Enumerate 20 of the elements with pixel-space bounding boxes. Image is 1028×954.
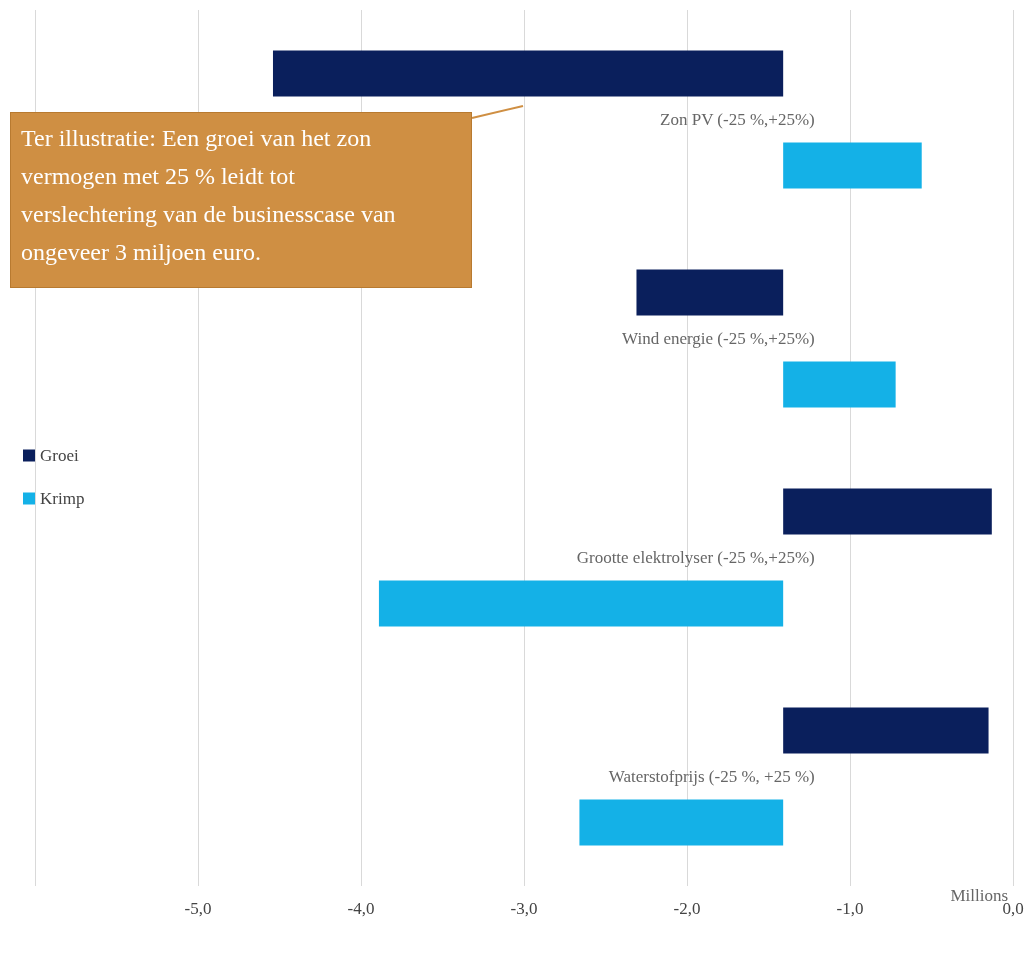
annotation: Ter illustratie: Een groei van het zon vermogen met 25 % leidt tot verslechtering van de businesscase van ongeveer 3 miljoen euro.: [10, 112, 472, 288]
legend-label: Groei: [40, 446, 79, 465]
y-tick-label: Waterstofprijs (-25 %, +25 %): [608, 767, 815, 786]
bar: [636, 269, 784, 316]
bar: [783, 361, 896, 408]
bar: [783, 142, 922, 189]
bar: [579, 799, 784, 846]
y-tick-label: Zon PV (-25 %,+25%): [660, 110, 815, 129]
y-tick-label: Wind energie (-25 %,+25%): [622, 329, 815, 348]
bar: [272, 50, 784, 97]
x-tick-label: -1,0: [836, 899, 864, 918]
bar: [378, 580, 784, 627]
x-tick-label: -3,0: [510, 899, 538, 918]
x-tick-label: -4,0: [347, 899, 375, 918]
bar: [783, 488, 992, 535]
x-tick-label: -5,0: [184, 899, 212, 918]
x-tick-label: -2,0: [673, 899, 701, 918]
bar: [783, 707, 989, 754]
y-tick-label: Grootte elektrolyser (-25 %,+25%): [576, 548, 815, 567]
legend-label: Krimp: [40, 489, 85, 508]
